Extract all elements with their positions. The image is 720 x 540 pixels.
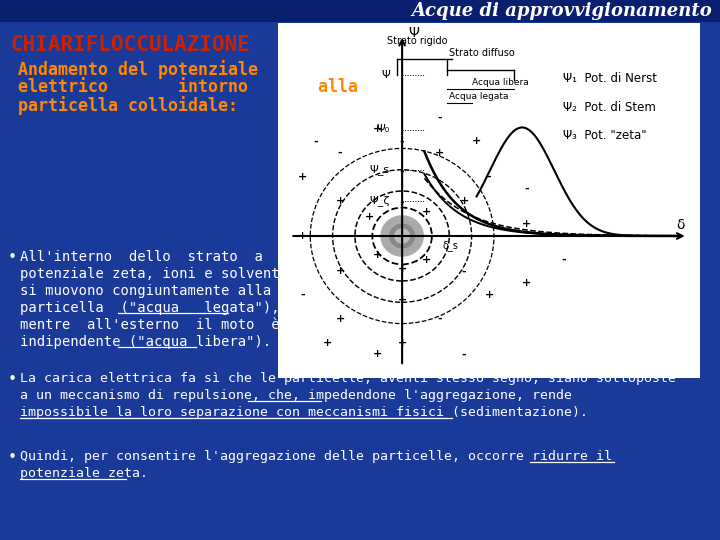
Text: Strato rigido: Strato rigido [387,36,447,46]
Text: -: - [561,255,566,265]
Text: +: + [298,231,307,241]
Text: +: + [521,278,531,288]
Text: -: - [400,136,405,146]
Text: potenziale zeta, ioni e solvente: potenziale zeta, ioni e solvente [20,267,288,281]
Text: Andamento del potenziale: Andamento del potenziale [18,60,258,79]
Text: •: • [8,250,17,265]
Text: +: + [323,338,332,348]
Text: +: + [435,148,444,158]
Bar [0,0,720,22]
Circle shape [390,224,415,248]
Text: Ψ₃  Pot. "zeta": Ψ₃ Pot. "zeta" [564,129,647,142]
Text: Quindi, per consentire l'aggregazione delle particelle, occorre ridurre il: Quindi, per consentire l'aggregazione de… [20,450,612,463]
Text: Ψ₁  Pot. di Nerst: Ψ₁ Pot. di Nerst [564,72,657,85]
Text: +: + [298,172,307,182]
Text: -: - [462,349,467,359]
Text: impossibile la loro separazione con meccanismi fisici (sedimentazione).: impossibile la loro separazione con mecc… [20,406,588,419]
Text: -: - [524,184,528,194]
Text: +: + [365,212,374,222]
Text: +: + [373,125,382,134]
Text: +: + [373,250,382,260]
Text: Acque di approvvigionamento: Acque di approvvigionamento [411,2,712,20]
Text: Acqua libera: Acqua libera [472,78,528,86]
Text: +: + [521,219,531,229]
Text: +: + [336,267,345,276]
Text: particella  ("acqua   legata"),: particella ("acqua legata"), [20,301,279,315]
Text: Ψ₀: Ψ₀ [377,125,390,134]
Text: +: + [397,338,407,348]
Text: +: + [397,264,407,274]
Text: Ψ_s: Ψ_s [369,164,390,175]
Text: Ψ_ζ: Ψ_ζ [369,195,390,206]
Text: +: + [336,314,345,324]
Text: si muovono congiuntamente alla: si muovono congiuntamente alla [20,284,271,298]
Text: -: - [487,172,491,182]
Text: La carica elettrica fa sì che le particelle, aventi stesso segno, siano sottopos: La carica elettrica fa sì che le partice… [20,372,676,385]
Text: +: + [373,349,382,359]
Text: Acqua legata: Acqua legata [449,92,509,101]
Bar [278,23,700,378]
Text: Ψ₂  Pot. di Stem: Ψ₂ Pot. di Stem [564,100,657,113]
Text: +: + [485,290,494,300]
Circle shape [395,229,410,243]
Text: •: • [8,372,17,387]
Text: δ_s: δ_s [443,240,459,251]
Text: particella colloidale:: particella colloidale: [18,96,238,115]
Text: +: + [459,195,469,206]
Text: elettrico       intorno       alla: elettrico intorno alla [18,78,358,96]
Text: indipendente ("acqua libera").: indipendente ("acqua libera"). [20,335,271,349]
Text: -: - [400,198,405,208]
Text: +: + [423,255,431,265]
Text: Strato diffuso: Strato diffuso [449,48,514,58]
Text: -: - [313,136,318,146]
Text: -: - [363,231,367,241]
Text: mentre  all'esterno  il moto  è: mentre all'esterno il moto è [20,318,279,332]
Text: δ: δ [677,218,685,232]
Text: CHIARIFLOCCULAZIONE: CHIARIFLOCCULAZIONE [10,35,250,55]
Text: All'interno  dello  strato  a: All'interno dello strato a [20,250,263,264]
Text: -: - [437,113,441,123]
Text: -: - [325,231,330,241]
Text: -: - [462,267,467,276]
Text: Ψ: Ψ [408,26,419,40]
Text: +: + [472,136,481,146]
Text: +: + [336,195,345,206]
Text: Ψ: Ψ [381,70,390,80]
Circle shape [381,216,423,256]
Text: potenziale zeta.: potenziale zeta. [20,467,148,480]
Text: -: - [437,314,441,324]
Text: a un meccanismo di repulsione, che, impedendone l'aggregazione, rende: a un meccanismo di repulsione, che, impe… [20,389,572,402]
Text: -: - [338,148,343,158]
Text: +: + [423,207,431,217]
Text: -: - [300,290,305,300]
Text: +: + [397,295,407,305]
Text: •: • [8,450,17,465]
Text: -: - [400,167,405,177]
